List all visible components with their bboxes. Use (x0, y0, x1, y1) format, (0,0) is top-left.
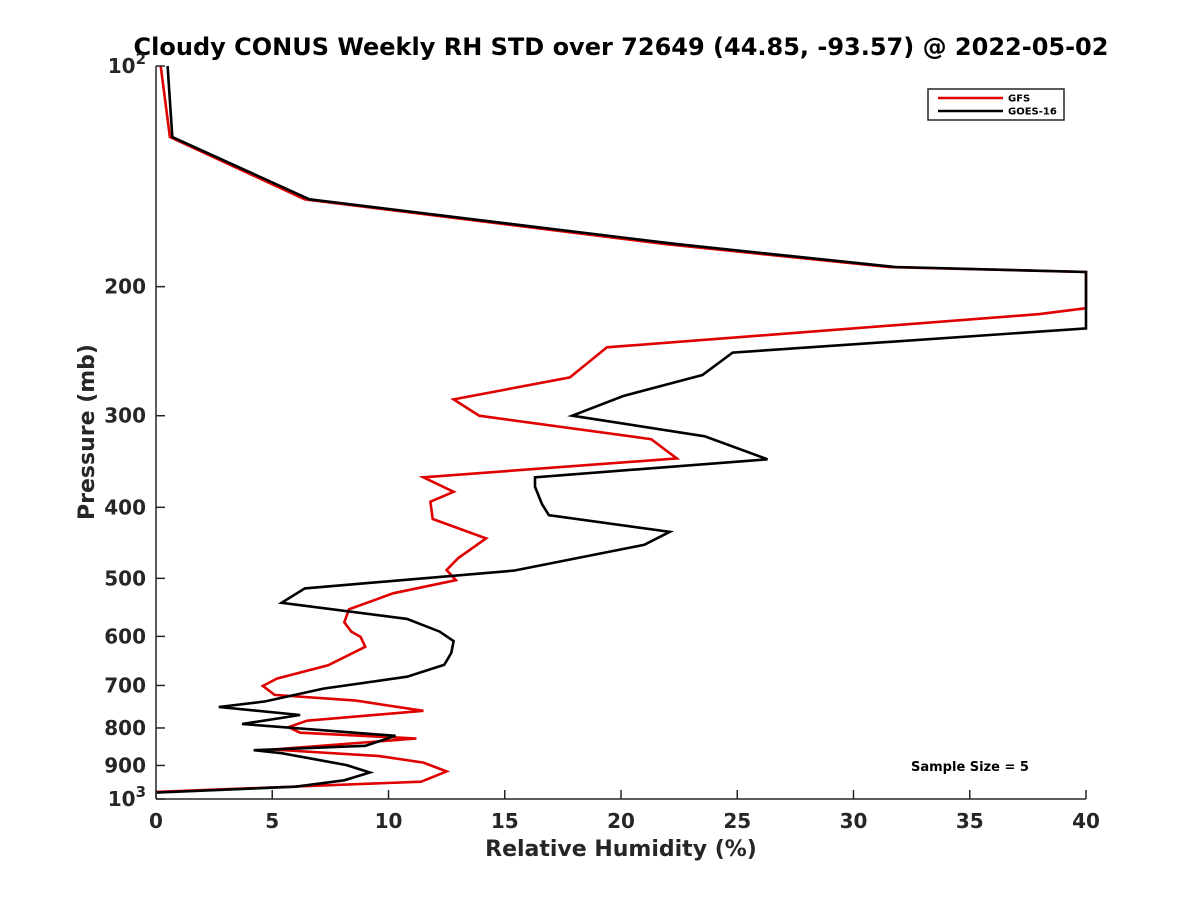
x-axis-label: Relative Humidity (%) (485, 837, 757, 862)
y-tick-label: 700 (104, 673, 146, 697)
legend-label: GOES-16 (1008, 107, 1057, 118)
y-tick-label: 600 (104, 624, 146, 648)
legend: GFS GOES-16 (927, 88, 1065, 121)
plot-lines (155, 65, 1088, 794)
x-tick-label: 5 (265, 809, 279, 833)
x-ticks: 0 5 10 15 20 25 30 35 40 (149, 790, 1100, 833)
x-tick-label: 25 (723, 809, 751, 833)
legend-label: GFS (1008, 94, 1030, 105)
series-line-goes-16 (155, 65, 1088, 794)
y-tick-label: 103 (108, 783, 146, 811)
x-tick-label: 15 (491, 809, 519, 833)
y-tick-label: 400 (104, 495, 146, 519)
y-tick-label: 500 (104, 566, 146, 590)
x-tick-label: 40 (1072, 809, 1100, 833)
y-tick-label: 800 (104, 716, 146, 740)
y-axis-label: Pressure (mb) (75, 344, 100, 520)
x-tick-label: 20 (607, 809, 635, 833)
x-tick-label: 35 (956, 809, 984, 833)
x-tick-label: 10 (375, 809, 403, 833)
y-ticks: 102 200 300 400 500 600 700 800 900 103 (104, 50, 165, 811)
y-tick-label: 102 (108, 50, 146, 78)
legend-box (927, 88, 1065, 121)
sample-size-annotation: Sample Size = 5 (911, 760, 1029, 775)
y-tick-label: 900 (104, 753, 146, 777)
axes (155, 66, 1086, 800)
y-tick-label: 300 (104, 404, 146, 428)
y-tick-label: 200 (104, 275, 146, 299)
x-tick-label: 30 (840, 809, 868, 833)
series-line-gfs (155, 65, 1088, 794)
chart-title: Cloudy CONUS Weekly RH STD over 72649 (4… (134, 33, 1109, 61)
x-tick-label: 0 (149, 809, 163, 833)
